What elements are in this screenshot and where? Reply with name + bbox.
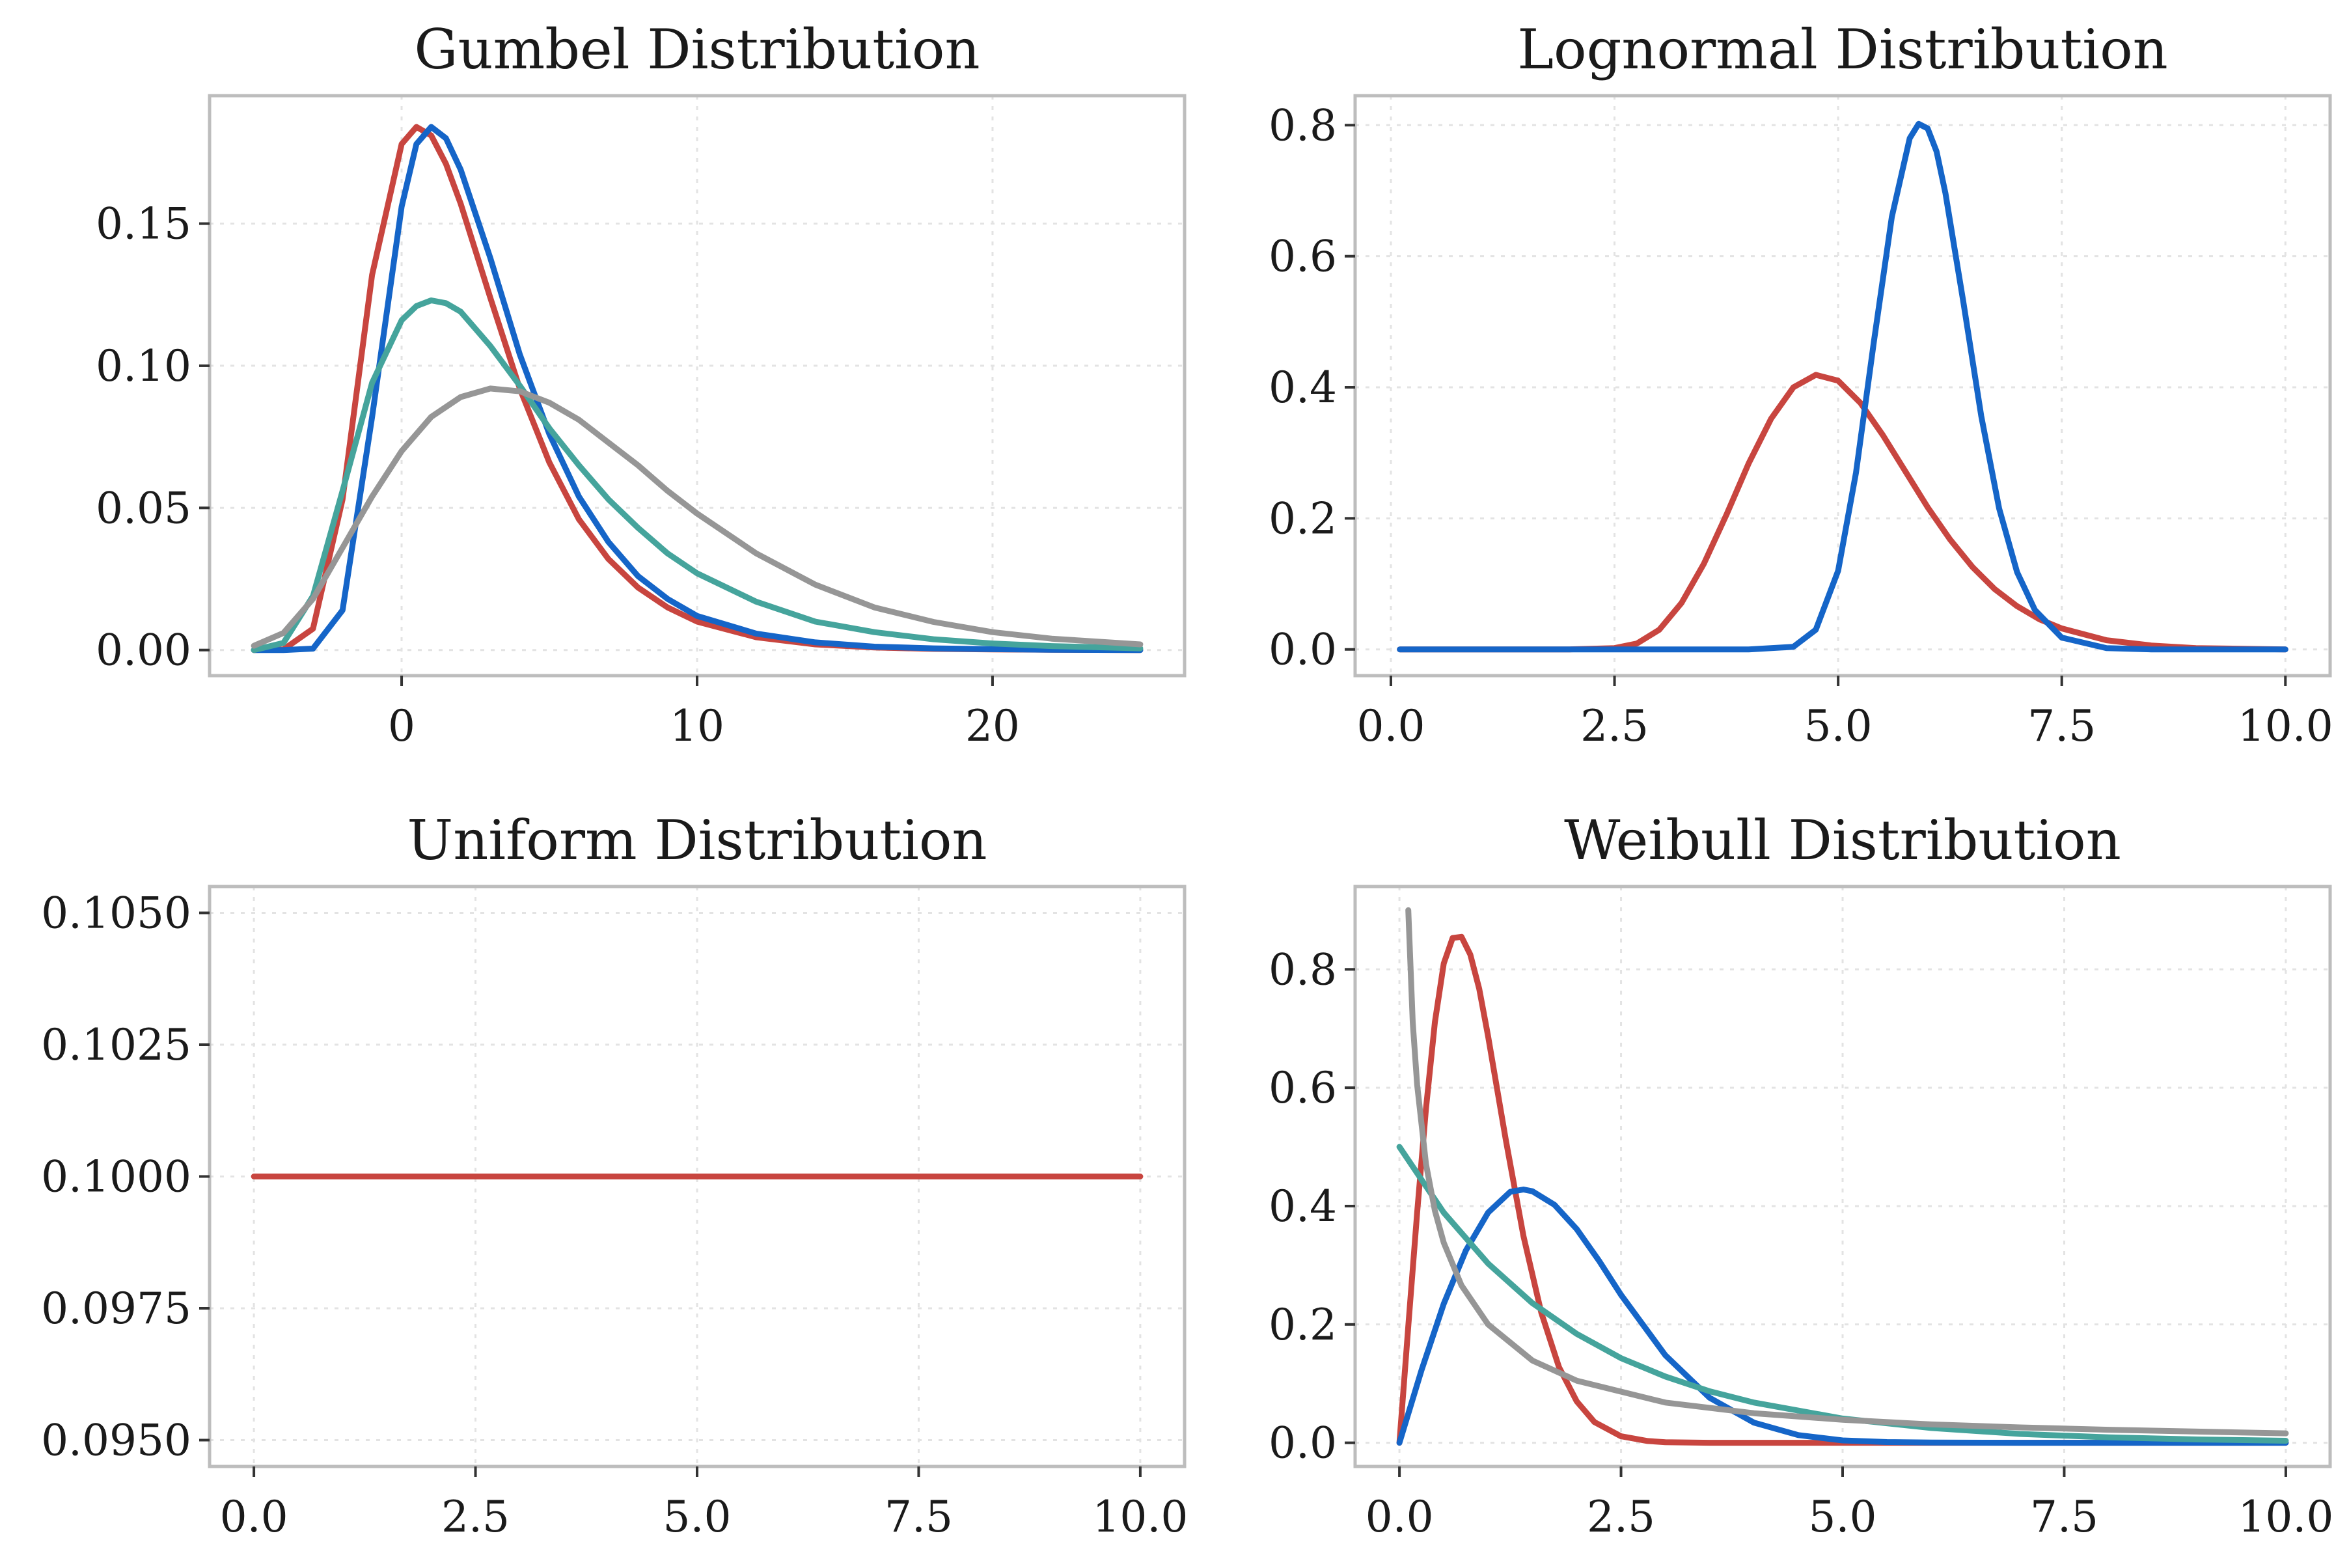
chart-panel-3: Uniform Distribution 0.0 2.5 5.0 7.5 10.0 0.09… xyxy=(41,808,1188,1542)
y-tick-label: 0.4 xyxy=(1269,363,1337,413)
x-tick-label: 5.0 xyxy=(663,1492,732,1542)
y-tick-label: 0.0950 xyxy=(41,1416,191,1466)
y-tick-label: 0.15 xyxy=(96,199,191,249)
y-tick-label: 0.0 xyxy=(1269,625,1337,675)
x-tick-label: 0.0 xyxy=(220,1492,288,1542)
chart-title: Weibull Distribution xyxy=(1564,808,2121,872)
x-tick-label: 2.5 xyxy=(1587,1492,1655,1542)
y-tick-label: 0.0975 xyxy=(41,1284,191,1334)
series-line-teal xyxy=(251,297,1144,653)
y-tick-label: 0.1025 xyxy=(41,1020,191,1070)
x-tick-label: 5.0 xyxy=(1809,1492,1877,1542)
x-tick-label: 10 xyxy=(670,701,724,751)
y-tick-label: 0.6 xyxy=(1269,232,1337,282)
y-tick-label: 0.1050 xyxy=(41,888,191,939)
chart-panel-1: Gumbel Distribution 0 10 20 0.00 0.05 0.10 0.15 xyxy=(96,18,1187,751)
y-tick-label: 0.6 xyxy=(1269,1063,1337,1113)
y-tick-label: 0.1000 xyxy=(41,1152,191,1202)
x-tick-label: 7.5 xyxy=(2027,701,2096,751)
chart-panel-4: Weibull Distribution 0.0 2.5 5.0 7.5 10.0 0.0 0… xyxy=(1269,808,2333,1542)
y-tick-label: 0.10 xyxy=(96,341,191,391)
x-tick-label: 10.0 xyxy=(2238,701,2333,751)
x-tick-label: 10.0 xyxy=(2238,1492,2333,1542)
plot-frame xyxy=(1353,94,2332,678)
chart-title: Gumbel Distribution xyxy=(414,18,980,81)
y-tick-label: 0.4 xyxy=(1269,1181,1337,1231)
series-line-red xyxy=(1397,372,2288,653)
y-tick-label: 0.00 xyxy=(96,626,191,676)
x-tick-label: 2.5 xyxy=(1580,701,1649,751)
x-tick-label: 7.5 xyxy=(885,1492,953,1542)
series-line-blue xyxy=(1397,120,2288,653)
series-line-blue xyxy=(1396,1187,2289,1446)
x-tick-label: 7.5 xyxy=(2030,1492,2098,1542)
chart-title: Uniform Distribution xyxy=(407,808,987,872)
x-tick-label: 0 xyxy=(388,701,415,751)
chart-title: Lognormal Distribution xyxy=(1517,18,2168,81)
x-tick-label: 10.0 xyxy=(1092,1492,1188,1542)
x-tick-label: 5.0 xyxy=(1804,701,1873,751)
series-line-gray xyxy=(1405,907,2289,1437)
x-tick-label: 0.0 xyxy=(1366,1492,1434,1542)
y-tick-label: 0.2 xyxy=(1269,1300,1337,1350)
y-tick-label: 0.8 xyxy=(1269,100,1337,150)
series-line-gray xyxy=(251,385,1144,649)
y-tick-label: 0.2 xyxy=(1269,493,1337,543)
chart-panel-2: Lognormal Distribution 0.0 2.5 5.0 7.5 10.0 0.… xyxy=(1269,18,2333,751)
y-tick-label: 0.8 xyxy=(1269,944,1337,995)
series-line-teal xyxy=(1396,1144,2289,1444)
y-tick-label: 0.05 xyxy=(96,483,191,533)
x-tick-label: 0.0 xyxy=(1356,701,1425,751)
series-line-red xyxy=(1396,933,2289,1446)
series-line-blue xyxy=(251,124,1144,653)
y-tick-label: 0.0 xyxy=(1269,1418,1337,1468)
x-tick-label: 2.5 xyxy=(441,1492,510,1542)
x-tick-label: 20 xyxy=(965,701,1020,751)
